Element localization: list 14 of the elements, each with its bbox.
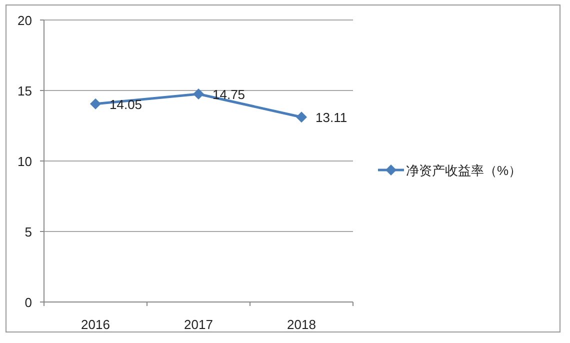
y-tick-label: 0 [24,295,32,310]
y-tick-label: 20 [18,13,32,28]
y-tick-label: 5 [24,224,32,240]
y-tick-label: 15 [18,84,32,98]
y-tick-label: 10 [18,154,32,169]
data-label: 13.11 [316,110,348,126]
x-tick-label: 2016 [81,317,110,332]
point [90,98,101,110]
legend-label: 净资产收益率（%） [406,163,522,178]
point [193,88,204,100]
x-tick-label: 2018 [287,317,316,332]
data-label: 14.75 [212,87,246,102]
point [296,112,307,123]
x-tick-label: 2017 [184,317,213,332]
